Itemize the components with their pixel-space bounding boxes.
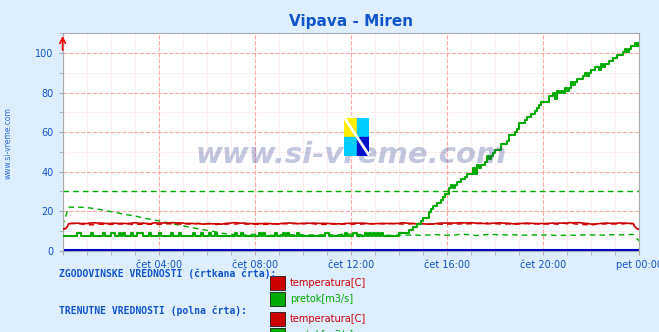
Bar bbox=[357, 118, 369, 137]
Text: www.si-vreme.com: www.si-vreme.com bbox=[4, 107, 13, 179]
Bar bbox=[344, 118, 357, 137]
Text: pretok[m3/s]: pretok[m3/s] bbox=[290, 293, 353, 303]
Text: www.si-vreme.com: www.si-vreme.com bbox=[195, 141, 507, 169]
Text: ZGODOVINSKE VREDNOSTI (črtkana črta):: ZGODOVINSKE VREDNOSTI (črtkana črta): bbox=[59, 269, 277, 279]
Text: temperatura[C]: temperatura[C] bbox=[290, 278, 366, 288]
Bar bbox=[344, 137, 357, 156]
Bar bbox=[357, 137, 369, 156]
Text: pretok[m3/s]: pretok[m3/s] bbox=[290, 330, 353, 332]
Text: temperatura[C]: temperatura[C] bbox=[290, 314, 366, 324]
Title: Vipava - Miren: Vipava - Miren bbox=[289, 14, 413, 29]
Text: TRENUTNE VREDNOSTI (polna črta):: TRENUTNE VREDNOSTI (polna črta): bbox=[59, 305, 247, 316]
